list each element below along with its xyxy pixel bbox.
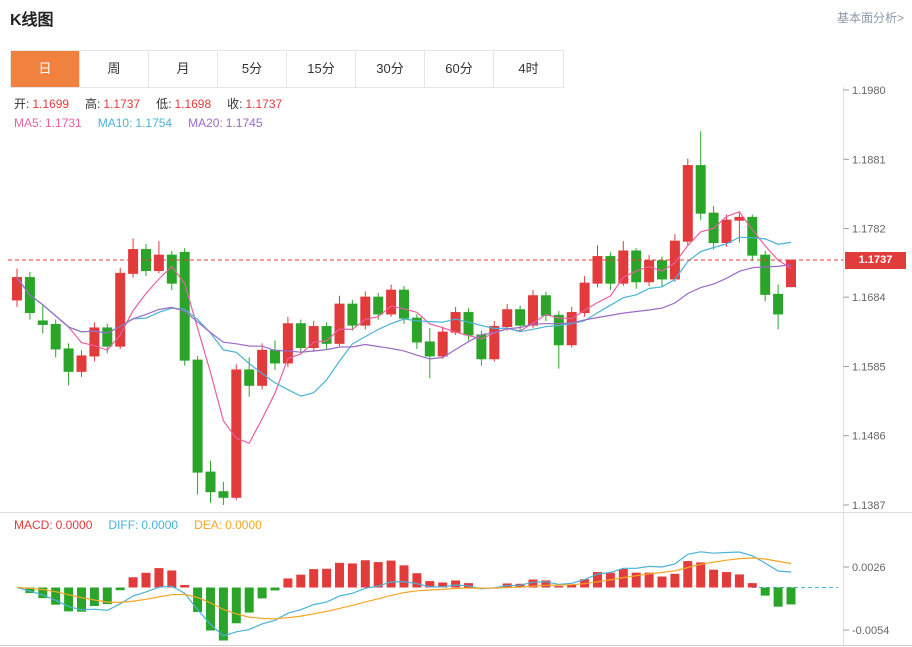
- tab-4时[interactable]: 4时: [494, 51, 563, 87]
- fundamental-analysis-link[interactable]: 基本面分析>: [836, 11, 904, 25]
- legend-item: MA10: 1.1754: [97, 116, 173, 130]
- page-title: K线图: [10, 12, 54, 29]
- svg-text:1.1684: 1.1684: [852, 292, 886, 304]
- tab-30分[interactable]: 30分: [356, 51, 425, 87]
- legend-item: 收: 1.1737: [227, 97, 283, 111]
- legend-item: MA5: 1.1731: [14, 116, 82, 130]
- tab-日[interactable]: 日: [11, 51, 80, 87]
- svg-text:0.0026: 0.0026: [852, 562, 886, 574]
- period-tabs: 日周月 5分 15分 30分 60分 4时: [10, 50, 564, 88]
- svg-text:1.1387: 1.1387: [852, 500, 886, 512]
- tab-5分[interactable]: 5分: [218, 51, 287, 87]
- legend-item: 高: 1.1737: [85, 97, 141, 111]
- svg-text:1.1881: 1.1881: [852, 154, 886, 166]
- legend-item: DIFF: 0.0000: [108, 518, 179, 532]
- ohlc-legend: 开: 1.1699 高: 1.1737 低: 1.1698 收: 1.1737: [14, 95, 282, 112]
- legend-item: DEA: 0.0000: [194, 518, 262, 532]
- tab-周[interactable]: 周: [80, 51, 149, 87]
- svg-text:1.1980: 1.1980: [852, 85, 886, 97]
- macd-legend: MACD: 0.0000 DIFF: 0.0000 DEA: 0.0000: [14, 518, 262, 532]
- current-price-badge: 1.1737: [845, 252, 906, 269]
- tab-60分[interactable]: 60分: [425, 51, 494, 87]
- ma-legend: MA5: 1.1731 MA10: 1.1754 MA20: 1.1745: [14, 116, 263, 130]
- tab-15分[interactable]: 15分: [287, 51, 356, 87]
- legend-item: 低: 1.1698: [156, 97, 212, 111]
- legend-item: MACD: 0.0000: [14, 518, 93, 532]
- svg-text:1.1486: 1.1486: [852, 431, 886, 443]
- svg-text:-0.0054: -0.0054: [852, 625, 889, 637]
- legend-item: 开: 1.1699: [14, 97, 70, 111]
- tab-月[interactable]: 月: [149, 51, 218, 87]
- svg-text:1.1585: 1.1585: [852, 361, 886, 373]
- svg-text:1.1782: 1.1782: [852, 224, 886, 236]
- legend-item: MA20: 1.1745: [188, 116, 263, 130]
